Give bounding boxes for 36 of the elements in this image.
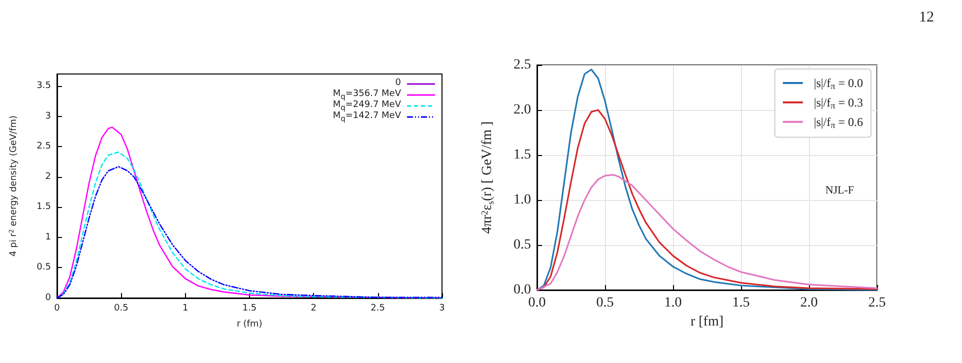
line-series	[536, 68, 878, 291]
y-tick-label: 2.5	[36, 142, 51, 152]
y-tick-label: 2.5	[514, 58, 531, 72]
y-tick-label: 1	[45, 232, 51, 242]
x-tick-label: 2.0	[800, 296, 818, 310]
x-tick-label: 2.5	[370, 304, 385, 314]
y-tick-label: 0.5	[514, 238, 531, 252]
x-tick-label: 3	[439, 304, 445, 314]
x-tick-label: 1.5	[242, 304, 257, 314]
y-tick-label: 3	[45, 111, 51, 122]
text: 12	[919, 10, 934, 26]
y-tick-label: 0.0	[514, 282, 531, 298]
y-tick-label: 1.0	[514, 192, 531, 208]
x-axis-title: r (fm)	[236, 320, 262, 330]
legend-label: M$_{q}$=356.7 MeV	[332, 89, 401, 101]
y-tick-label: 1.5	[514, 148, 531, 162]
legend-label: M$_{q}$=142.7 MeV	[332, 111, 401, 123]
x-tick-label: 2	[310, 304, 317, 314]
y-tick-label: 2.0	[514, 102, 531, 118]
x-axis-title: r [fm]	[690, 314, 724, 330]
legend-label: 0	[395, 78, 401, 88]
x-tick-label: 0.5	[596, 296, 614, 310]
x-tick-label: 0	[54, 304, 60, 314]
y-axis-title: 4πr2εs(r) [ GeV/fm ]	[480, 121, 496, 234]
y-tick-label: 0.5	[36, 262, 51, 273]
y-tick-label: 2	[45, 172, 51, 182]
x-tick-label: 1.5	[732, 296, 750, 310]
y-tick-label: 3.5	[36, 81, 51, 92]
y-tick-label: 1.5	[36, 202, 51, 212]
annotation: NJL-F	[825, 184, 854, 196]
x-tick-label: 2.5	[868, 296, 886, 310]
x-tick-label: 1.0	[664, 296, 682, 310]
x-tick-label: 0.0	[528, 296, 546, 310]
x-tick-label: 0.5	[114, 304, 128, 314]
legend-label: M$_{q}$=249.7 MeV	[332, 100, 401, 112]
x-tick-label: 1	[182, 304, 188, 314]
